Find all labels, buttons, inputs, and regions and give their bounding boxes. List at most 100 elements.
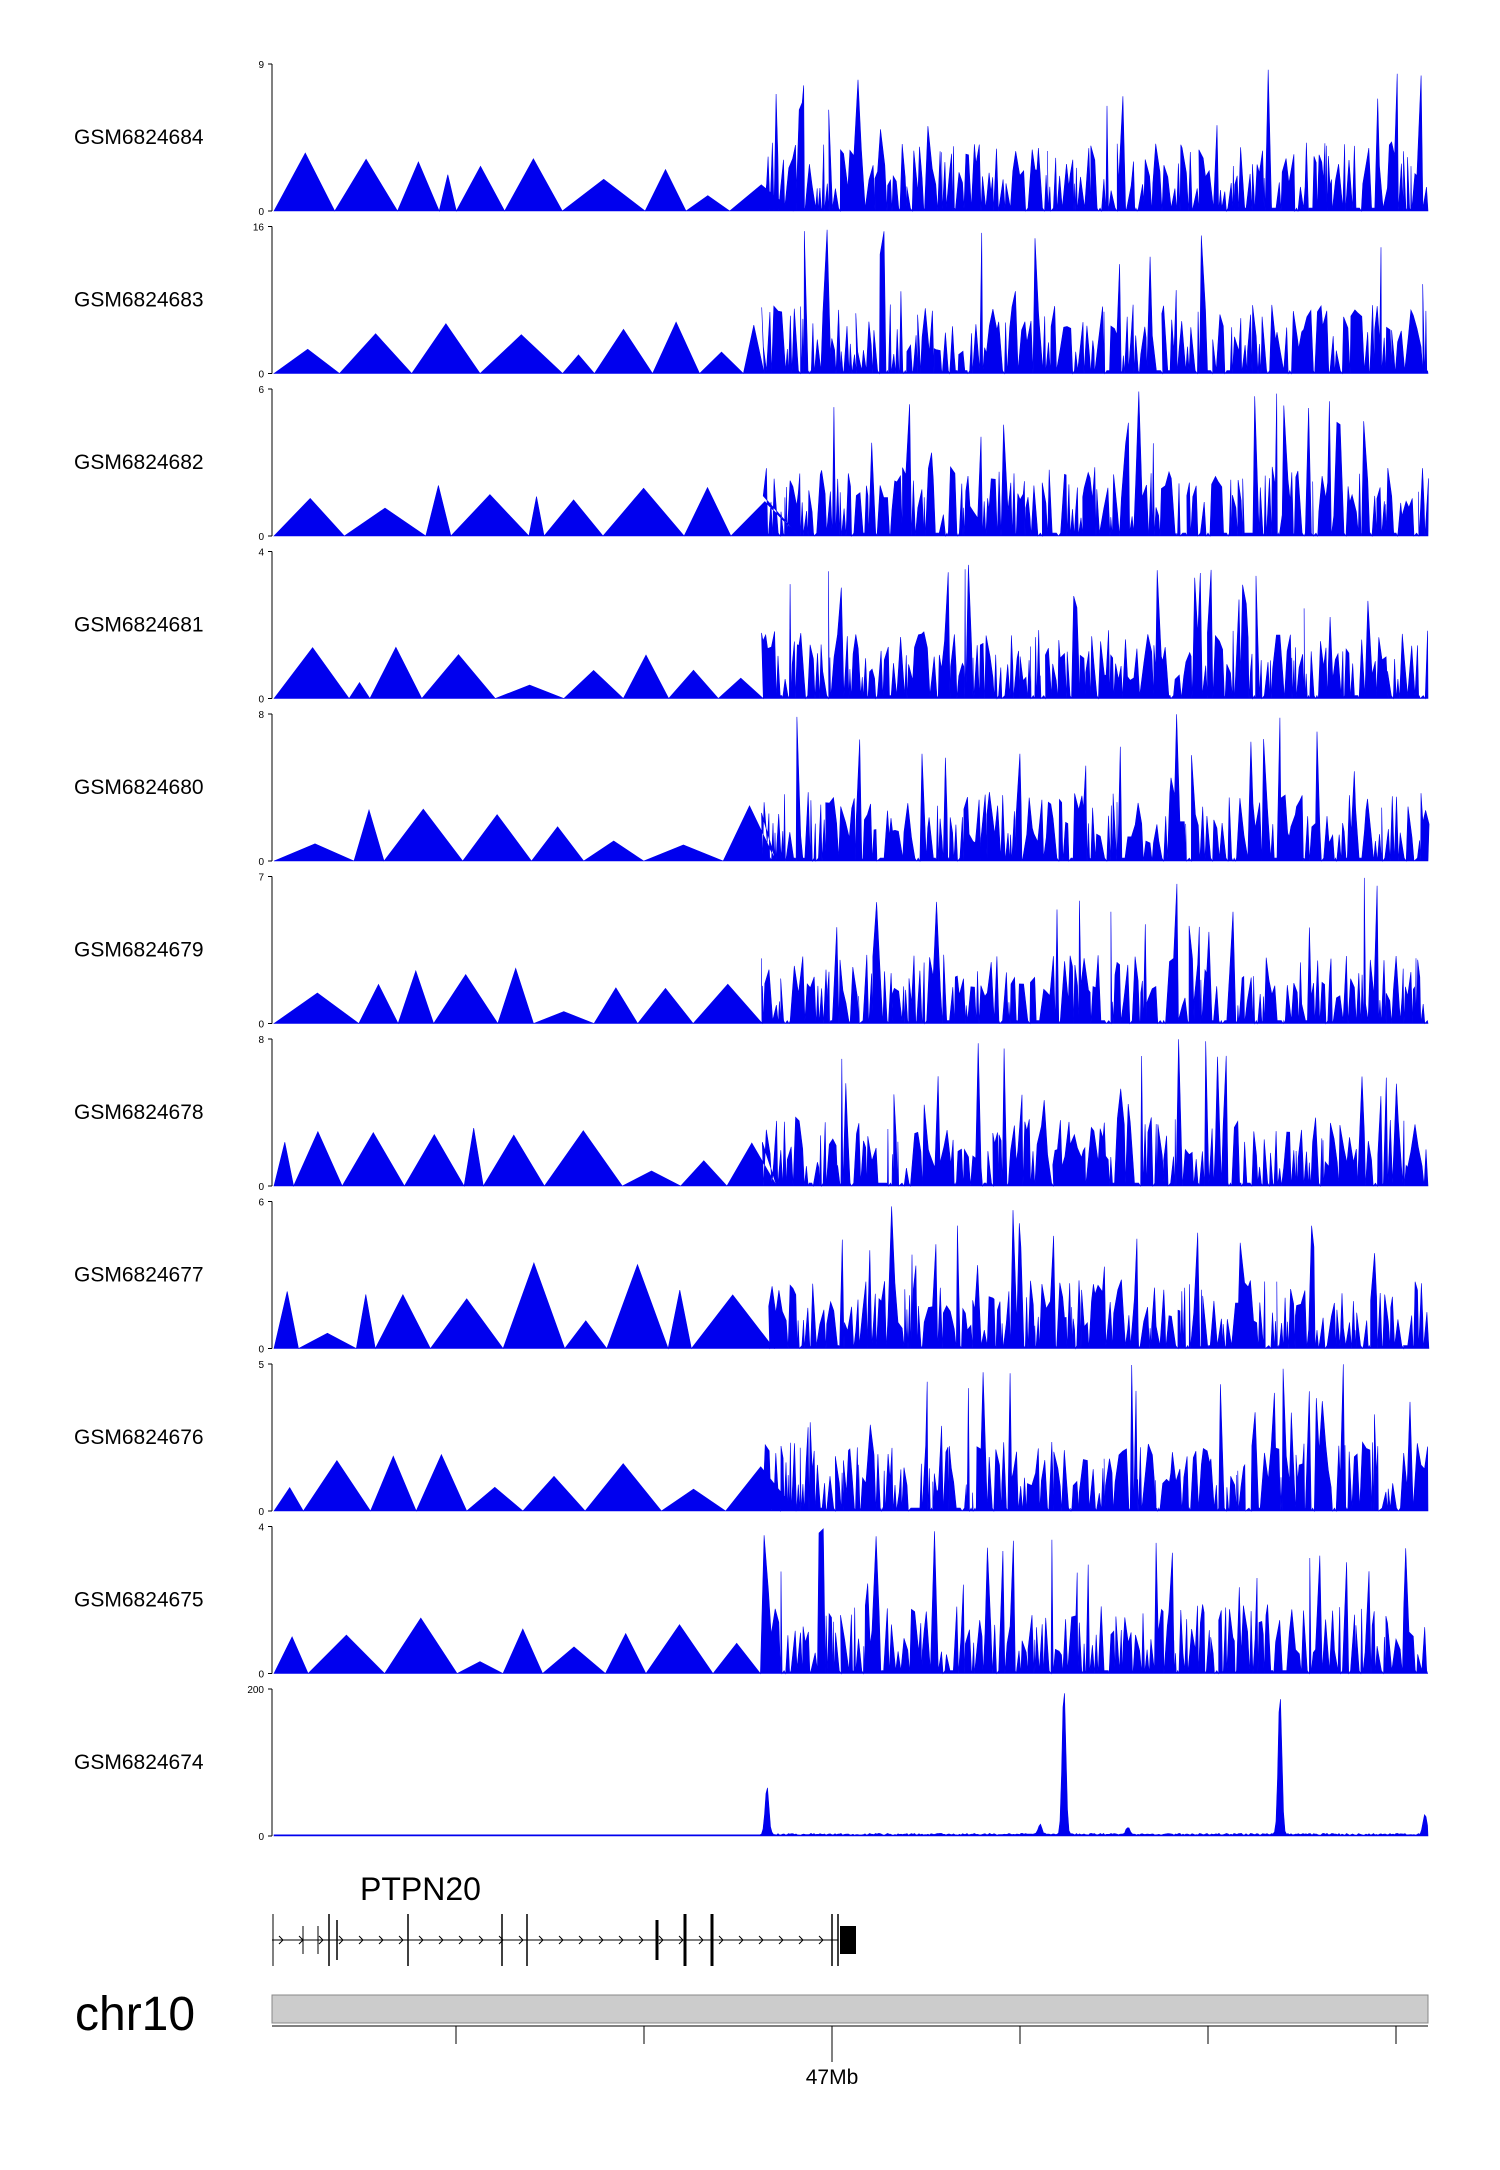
gene-name-label: PTPN20 — [360, 1871, 481, 1907]
coverage-area — [273, 1206, 1430, 1350]
strand-arrow-icon — [678, 1935, 684, 1945]
y-axis — [268, 1038, 273, 1187]
track-GSM6824678: GSM6824678 8 0 — [74, 1035, 1429, 1193]
y-max-tick-label: 4 — [258, 1523, 264, 1534]
y-min-tick-label: 0 — [258, 1507, 264, 1518]
strand-arrow-icon — [618, 1935, 624, 1945]
track-label: GSM6824676 — [74, 1426, 204, 1449]
strand-arrow-icon — [818, 1935, 824, 1945]
coverage-area — [273, 1364, 1429, 1513]
strand-arrow-icon — [558, 1935, 564, 1945]
y-min-tick-label: 0 — [258, 207, 264, 218]
y-axis — [268, 876, 273, 1024]
coverage-area — [273, 564, 1429, 700]
track-label: GSM6824675 — [74, 1589, 204, 1612]
y-axis — [268, 1201, 273, 1349]
y-min-tick-label: 0 — [258, 1020, 264, 1031]
track-label: GSM6824680 — [74, 776, 204, 799]
strand-arrow-icon — [398, 1935, 404, 1945]
exon — [831, 1914, 833, 1966]
y-min-tick-label: 0 — [258, 1832, 264, 1843]
exon — [407, 1914, 409, 1966]
exon — [837, 1914, 839, 1966]
strand-arrow-icon — [478, 1935, 484, 1945]
coverage-area — [273, 229, 1429, 375]
strand-arrow-icon — [638, 1935, 644, 1945]
coverage-area — [273, 1693, 1429, 1837]
track-label: GSM6824682 — [74, 451, 204, 474]
y-min-tick-label: 0 — [258, 1345, 264, 1356]
track-label: GSM6824684 — [74, 126, 204, 149]
y-axis — [268, 226, 273, 374]
y-max-tick-label: 16 — [253, 223, 265, 234]
exon — [840, 1926, 856, 1954]
y-axis — [268, 551, 273, 699]
coverage-tracks: GSM682468490GSM6824683160GSM682468260GSM… — [74, 60, 1430, 1843]
y-axis — [268, 1526, 273, 1674]
exon — [710, 1914, 714, 1966]
y-max-tick-label: 6 — [258, 1198, 264, 1209]
track-GSM6824675: GSM6824675 4 0 — [74, 1523, 1428, 1681]
y-min-tick-label: 0 — [258, 1182, 264, 1193]
strand-arrow-icon — [378, 1935, 384, 1945]
strand-arrow-icon — [758, 1935, 764, 1945]
track-GSM6824677: GSM6824677 6 0 — [74, 1198, 1430, 1356]
strand-arrow-icon — [518, 1935, 524, 1945]
track-GSM6824674: GSM6824674 200 0 — [74, 1685, 1429, 1843]
track-GSM6824682: GSM6824682 6 0 — [74, 385, 1429, 543]
exon — [317, 1926, 319, 1954]
track-GSM6824676: GSM6824676 5 0 — [74, 1360, 1429, 1518]
y-min-tick-label: 0 — [258, 532, 264, 543]
strand-arrow-icon — [598, 1935, 604, 1945]
track-label: GSM6824674 — [74, 1751, 204, 1774]
y-axis — [268, 1363, 273, 1512]
coverage-area — [273, 714, 1430, 863]
strand-arrow-icon — [358, 1935, 364, 1945]
exon — [336, 1920, 338, 1960]
exon — [302, 1926, 304, 1954]
strand-arrow-icon — [338, 1935, 344, 1945]
coverage-area — [273, 1039, 1429, 1188]
chromosome-bar — [271, 1994, 1429, 2024]
coverage-area — [273, 391, 1429, 538]
y-max-tick-label: 200 — [247, 1685, 264, 1696]
track-GSM6824683: GSM6824683 16 0 — [74, 223, 1429, 381]
x-tick-label: 47Mb — [806, 2066, 859, 2089]
track-GSM6824684: GSM6824684 9 0 — [74, 60, 1429, 218]
y-axis — [268, 63, 273, 212]
exon — [501, 1914, 503, 1966]
y-min-tick-label: 0 — [258, 695, 264, 706]
coverage-area — [273, 877, 1429, 1025]
track-GSM6824679: GSM6824679 7 0 — [74, 873, 1429, 1031]
chromosome-ideogram: chr10 47Mb — [75, 1988, 1429, 2089]
track-label: GSM6824677 — [74, 1264, 204, 1287]
track-label: GSM6824683 — [74, 289, 204, 312]
exon — [328, 1914, 330, 1966]
strand-arrow-icon — [458, 1935, 464, 1945]
track-label: GSM6824679 — [74, 939, 204, 962]
y-min-tick-label: 0 — [258, 1670, 264, 1681]
exon — [526, 1914, 528, 1966]
strand-arrow-icon — [738, 1935, 744, 1945]
y-max-tick-label: 4 — [258, 548, 264, 559]
y-max-tick-label: 6 — [258, 385, 264, 396]
track-label: GSM6824681 — [74, 614, 204, 637]
strand-arrow-icon — [578, 1935, 584, 1945]
y-min-tick-label: 0 — [258, 370, 264, 381]
y-max-tick-label: 9 — [258, 60, 264, 71]
chromosome-label: chr10 — [75, 1988, 195, 2041]
coverage-area — [273, 69, 1429, 213]
strand-arrow-icon — [698, 1935, 704, 1945]
y-axis — [268, 713, 273, 862]
strand-arrow-icon — [318, 1935, 324, 1945]
y-max-tick-label: 8 — [258, 1035, 264, 1046]
y-axis — [268, 388, 273, 537]
exon — [655, 1920, 659, 1960]
strand-arrow-icon — [538, 1935, 544, 1945]
y-max-tick-label: 8 — [258, 710, 264, 721]
strand-arrow-icon — [498, 1935, 504, 1945]
strand-arrow-icon — [278, 1935, 284, 1945]
track-GSM6824680: GSM6824680 8 0 — [74, 710, 1430, 868]
y-max-tick-label: 7 — [258, 873, 264, 884]
